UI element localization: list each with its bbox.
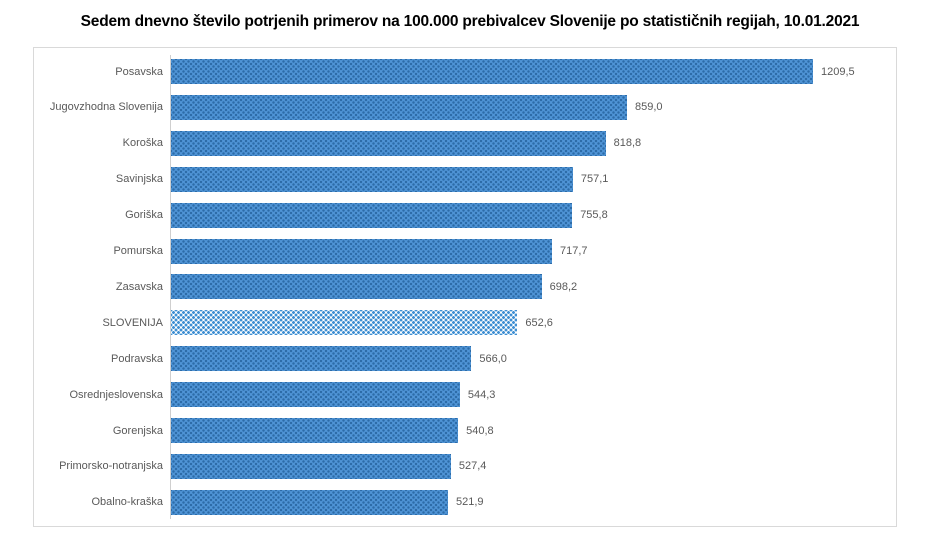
category-label: Primorsko-notranjska xyxy=(59,460,163,473)
bar xyxy=(171,166,573,192)
value-label: 527,4 xyxy=(458,460,487,473)
value-label: 755,8 xyxy=(580,209,608,222)
category-label: Savinjska xyxy=(115,173,163,186)
category-label: Podravska xyxy=(111,352,163,365)
bar xyxy=(171,418,459,444)
value-label: 652,6 xyxy=(525,316,553,329)
bar xyxy=(171,489,448,515)
bar-row: Osrednjeslovenska 544,3 xyxy=(34,382,896,408)
category-label: Zasavska xyxy=(115,280,163,293)
bar xyxy=(171,94,627,120)
category-label: Osrednjeslovenska xyxy=(69,388,163,401)
category-label: Pomurska xyxy=(113,245,163,258)
category-label: Jugovzhodna Slovenija xyxy=(49,101,163,114)
bar xyxy=(171,453,451,479)
bar-row: Gorenjska 540,8 xyxy=(34,418,896,444)
bar xyxy=(171,130,606,156)
chart-title: Sedem dnevno število potrjenih primerov … xyxy=(80,13,860,30)
chart-frame: Posavska 1209,5 Jugovzhodna Slovenija 859,0… xyxy=(33,47,897,527)
bar-row: Savinjska 757,1 xyxy=(34,166,896,192)
bar-row: Primorsko-notranjska 527,4 xyxy=(34,453,896,479)
bar-row: SLOVENIJA 652,6 xyxy=(34,310,896,336)
bar-row: Zasavska 698,2 xyxy=(34,274,896,300)
category-label: Goriška xyxy=(125,209,163,222)
category-label: SLOVENIJA xyxy=(102,316,163,329)
value-label: 698,2 xyxy=(549,280,578,293)
bar-row: Podravska 566,0 xyxy=(34,346,896,372)
bar xyxy=(171,59,813,84)
bar-row: Obalno-kraška 521,9 xyxy=(34,489,896,515)
bar-row: Pomurska 717,7 xyxy=(34,238,896,264)
bar-highlighted xyxy=(171,310,518,336)
bar-row: Koroška 818,8 xyxy=(34,130,896,156)
value-label: 859,0 xyxy=(635,101,663,114)
bar xyxy=(171,202,573,228)
category-label: Gorenjska xyxy=(112,424,163,437)
bar-row: Posavska 1209,5 xyxy=(34,59,896,84)
plot-area: Posavska 1209,5 Jugovzhodna Slovenija 859,0… xyxy=(34,59,896,515)
bar xyxy=(171,274,542,300)
value-label: 566,0 xyxy=(479,352,507,365)
bar xyxy=(171,238,552,264)
category-axis-line xyxy=(170,55,171,519)
value-label: 521,9 xyxy=(456,496,484,509)
value-label: 1209,5 xyxy=(821,65,855,78)
bar xyxy=(171,346,472,372)
bar-row: Goriška 755,8 xyxy=(34,202,896,228)
bar-row: Jugovzhodna Slovenija 859,0 xyxy=(34,94,896,120)
category-label: Posavska xyxy=(115,65,163,78)
value-label: 717,7 xyxy=(560,245,588,258)
category-label: Koroška xyxy=(122,137,163,150)
value-label: 540,8 xyxy=(466,424,494,437)
bar xyxy=(171,382,460,408)
value-label: 818,8 xyxy=(613,137,642,150)
value-label: 544,3 xyxy=(467,388,496,401)
category-label: Obalno-kraška xyxy=(91,496,163,509)
value-label: 757,1 xyxy=(580,173,609,186)
